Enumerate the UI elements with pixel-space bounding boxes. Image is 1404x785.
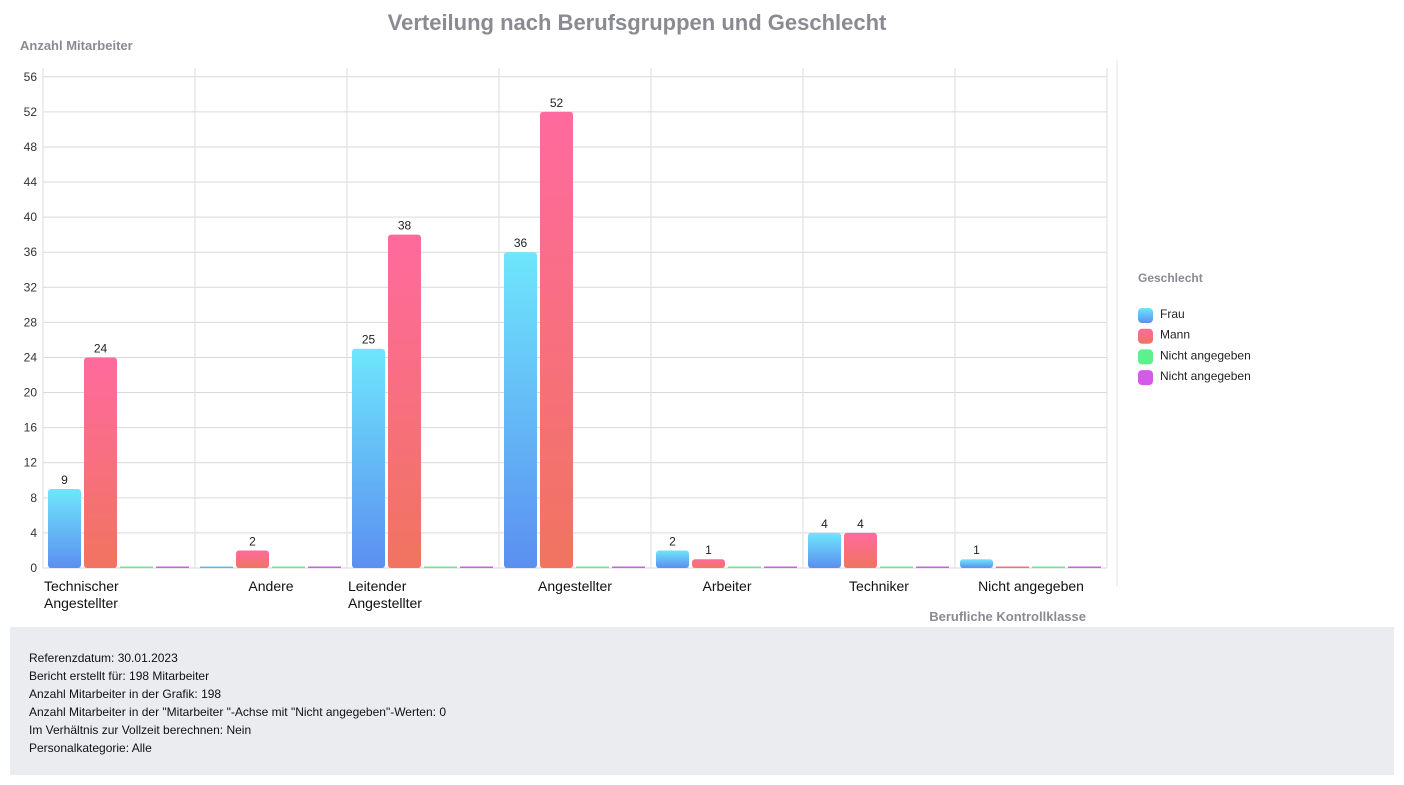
y-tick-label: 24 xyxy=(24,350,38,364)
bar-nicht-angegeben[interactable] xyxy=(764,566,797,569)
y-tick-label: 36 xyxy=(24,245,38,259)
bar-mann[interactable] xyxy=(844,532,877,568)
bar-mann[interactable] xyxy=(84,357,117,568)
y-tick-label: 8 xyxy=(30,491,37,505)
bar-frau[interactable] xyxy=(656,550,689,568)
info-fulltime-ratio: Im Verhältnis zur Vollzeit berechnen: Ne… xyxy=(29,723,252,737)
bar-nicht-angegeben[interactable] xyxy=(424,566,457,569)
info-personnel-category: Personalkategorie: Alle xyxy=(29,741,152,755)
x-category-label: Andere xyxy=(248,578,293,594)
y-tick-label: 56 xyxy=(24,70,38,84)
x-category-label: Angestellter xyxy=(538,578,612,594)
bar-mann[interactable] xyxy=(388,234,421,568)
y-tick-label: 32 xyxy=(24,280,38,294)
legend-swatch[interactable] xyxy=(1138,328,1153,344)
bar-mann[interactable] xyxy=(540,111,573,568)
info-report-for: Bericht erstellt für: 198 Mitarbeiter xyxy=(29,669,210,683)
bar-value-label: 4 xyxy=(857,517,864,531)
legend-item-label[interactable]: Mann xyxy=(1160,328,1190,342)
y-tick-label: 16 xyxy=(24,421,38,435)
y-tick-label: 12 xyxy=(24,456,38,470)
legend-title: Geschlecht xyxy=(1138,271,1203,285)
y-tick-label: 4 xyxy=(30,526,37,540)
y-tick-label: 28 xyxy=(24,315,38,329)
x-category-label: Techniker xyxy=(849,578,909,594)
bar-nicht-angegeben[interactable] xyxy=(728,566,761,569)
bar-value-label: 1 xyxy=(705,543,712,557)
bar-nicht-angegeben[interactable] xyxy=(612,566,645,569)
bar-value-label: 4 xyxy=(821,517,828,531)
y-tick-label: 40 xyxy=(24,210,38,224)
info-employees-in-chart: Anzahl Mitarbeiter in der Grafik: 198 xyxy=(29,687,222,701)
bar-value-label: 2 xyxy=(249,534,256,548)
bar-value-label: 36 xyxy=(514,236,528,250)
bar-nicht-angegeben[interactable] xyxy=(156,566,189,569)
bar-value-label: 1 xyxy=(973,543,980,557)
bar-value-label: 2 xyxy=(669,534,676,548)
bar-nicht-angegeben[interactable] xyxy=(308,566,341,569)
bar-mann[interactable] xyxy=(996,566,1029,569)
bar-mann[interactable] xyxy=(236,550,269,568)
bar-nicht-angegeben[interactable] xyxy=(120,566,153,569)
bar-mann[interactable] xyxy=(692,559,725,568)
bar-value-label: 52 xyxy=(550,96,564,110)
bar-nicht-angegeben[interactable] xyxy=(460,566,493,569)
bar-chart: Verteilung nach Berufsgruppen und Geschl… xyxy=(20,10,1251,624)
bar-nicht-angegeben[interactable] xyxy=(1032,566,1065,569)
bar-nicht-angegeben[interactable] xyxy=(1068,566,1101,569)
bar-nicht-angegeben[interactable] xyxy=(272,566,305,569)
x-axis-title: Berufliche Kontrollklasse xyxy=(929,609,1086,624)
bar-value-label: 25 xyxy=(362,333,376,347)
legend-swatch[interactable] xyxy=(1138,308,1153,323)
y-axis-title: Anzahl Mitarbeiter xyxy=(20,38,133,53)
bar-frau[interactable] xyxy=(200,566,233,569)
info-unspecified-count: Anzahl Mitarbeiter in der "Mitarbeiter "… xyxy=(29,705,446,719)
legend-swatch[interactable] xyxy=(1138,349,1153,365)
bar-value-label: 38 xyxy=(398,219,412,233)
info-reference-date: Referenzdatum: 30.01.2023 xyxy=(29,651,178,665)
bar-nicht-angegeben[interactable] xyxy=(576,566,609,569)
bar-value-label: 9 xyxy=(61,473,68,487)
bar-frau[interactable] xyxy=(960,559,993,568)
legend-item-label[interactable]: Frau xyxy=(1160,307,1185,321)
legend-swatch[interactable] xyxy=(1138,370,1153,386)
report-info-panel: Referenzdatum: 30.01.2023 Bericht erstel… xyxy=(10,627,1394,775)
y-tick-label: 20 xyxy=(24,386,38,400)
legend-item-label[interactable]: Nicht angegeben xyxy=(1160,369,1251,383)
bar-frau[interactable] xyxy=(504,252,537,569)
bar-nicht-angegeben[interactable] xyxy=(880,566,913,569)
y-tick-label: 44 xyxy=(24,175,38,189)
x-category-label: Technischer Angestellter xyxy=(44,578,119,611)
x-category-label: Leitender Angestellter xyxy=(348,578,422,611)
bar-frau[interactable] xyxy=(352,348,385,568)
y-tick-label: 0 xyxy=(30,561,37,575)
chart-title: Verteilung nach Berufsgruppen und Geschl… xyxy=(388,10,887,35)
bar-frau[interactable] xyxy=(48,489,81,568)
bar-frau[interactable] xyxy=(808,532,841,568)
bar-value-label: 24 xyxy=(94,341,108,355)
bar-nicht-angegeben[interactable] xyxy=(916,566,949,569)
x-category-label: Nicht angegeben xyxy=(978,578,1084,594)
y-tick-label: 52 xyxy=(24,105,38,119)
y-tick-label: 48 xyxy=(24,140,38,154)
x-category-label: Arbeiter xyxy=(702,578,751,594)
legend-item-label[interactable]: Nicht angegeben xyxy=(1160,348,1251,362)
